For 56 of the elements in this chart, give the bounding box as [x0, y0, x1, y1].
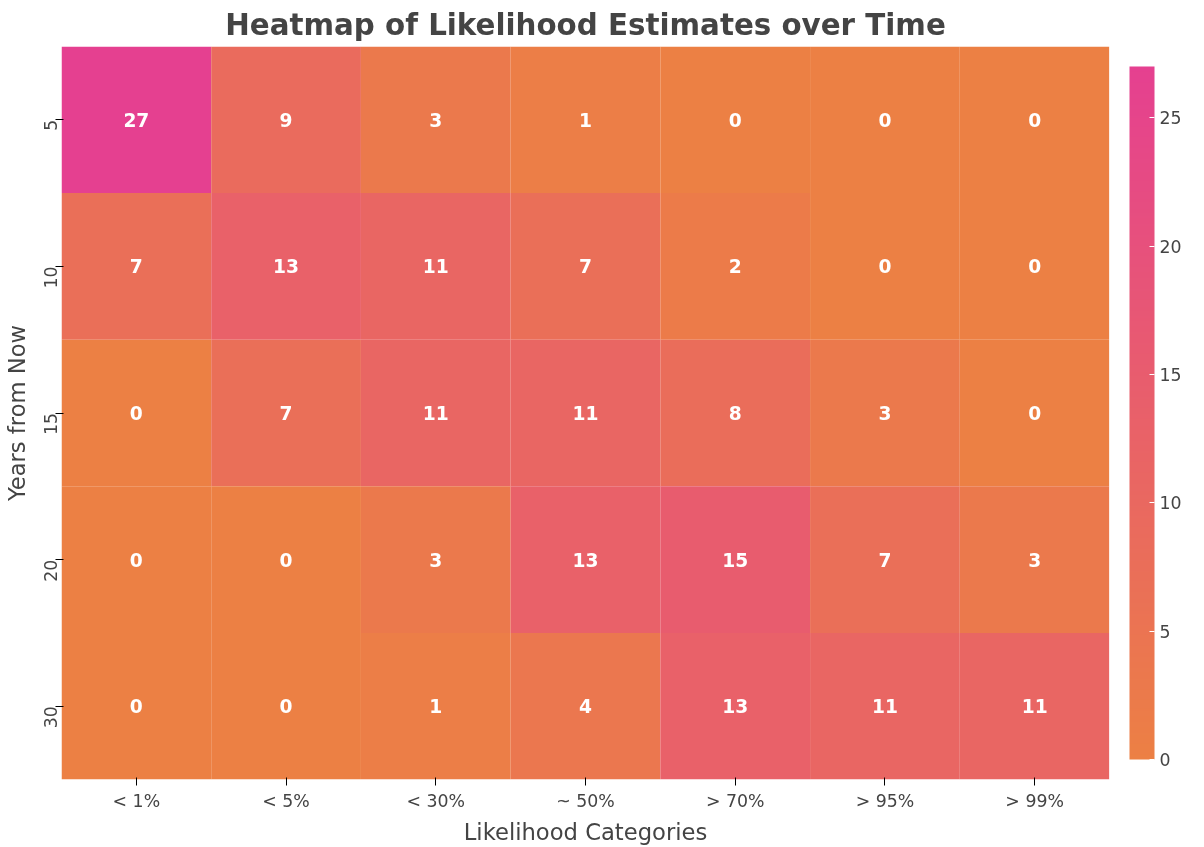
data-label: 1	[429, 696, 443, 718]
data-label: 7	[579, 256, 592, 278]
data-label: 9	[279, 109, 293, 131]
data-label: 11	[422, 403, 449, 424]
data-label: 0	[878, 256, 892, 278]
data-label: 3	[429, 549, 443, 571]
x-tick-label: > 95%	[855, 790, 915, 811]
data-label: 3	[878, 403, 892, 424]
x-tick-label: ~ 50%	[556, 790, 615, 811]
data-label: 1	[579, 109, 592, 131]
data-label: 4	[579, 696, 593, 718]
data-label: 11	[871, 696, 898, 718]
data-label: 8	[728, 403, 742, 424]
data-label: 0	[129, 403, 143, 424]
data-label: 0	[129, 696, 143, 718]
data-label: 27	[123, 109, 150, 131]
y-tick-label: 10	[41, 266, 61, 289]
x-tick-label: < 1%	[112, 790, 161, 811]
data-label: 0	[279, 549, 293, 571]
color-bar-label: 20	[1159, 236, 1182, 257]
data-label: 13	[572, 549, 599, 571]
color-bar-label: 25	[1159, 108, 1182, 129]
data-label: 2	[728, 256, 742, 278]
data-label: 0	[1028, 109, 1042, 131]
data-label: 13	[273, 256, 300, 278]
data-label: 11	[422, 256, 449, 278]
data-label: 7	[878, 549, 892, 571]
x-tick-label: < 30%	[406, 790, 466, 811]
color-bar-label: 10	[1159, 493, 1182, 514]
data-label: 11	[1021, 696, 1048, 718]
data-label: 11	[572, 403, 599, 424]
data-label: 0	[728, 109, 742, 131]
data-label: 0	[129, 549, 143, 571]
chart-title: Heatmap of Likelihood Estimates over Time	[225, 7, 946, 42]
data-label: 3	[1028, 549, 1042, 571]
y-tick-label: 20	[41, 559, 61, 582]
x-tick-label: > 70%	[705, 790, 765, 811]
data-label: 7	[129, 256, 143, 278]
data-label: 3	[429, 109, 443, 131]
data-label: 15	[722, 549, 749, 571]
x-tick-label: < 5%	[262, 790, 310, 811]
data-label: 7	[279, 403, 293, 424]
data-label: 0	[1028, 403, 1042, 424]
y-tick-label: 15	[41, 412, 61, 436]
y-axis-title: Years from Now	[3, 324, 30, 503]
color-bar-label: 0	[1159, 750, 1171, 770]
data-label: 0	[878, 109, 892, 131]
data-label: 0	[1028, 256, 1042, 278]
x-axis-title: Likelihood Categories	[463, 818, 708, 845]
y-tick-label: 30	[41, 706, 61, 729]
data-label: 0	[279, 696, 293, 718]
color-bar-label: 15	[1159, 365, 1182, 385]
y-tick-label: 5	[41, 119, 61, 131]
data-label: 13	[722, 696, 749, 718]
color-bar-label: 5	[1159, 621, 1171, 642]
x-tick-label: > 99%	[1005, 790, 1064, 811]
